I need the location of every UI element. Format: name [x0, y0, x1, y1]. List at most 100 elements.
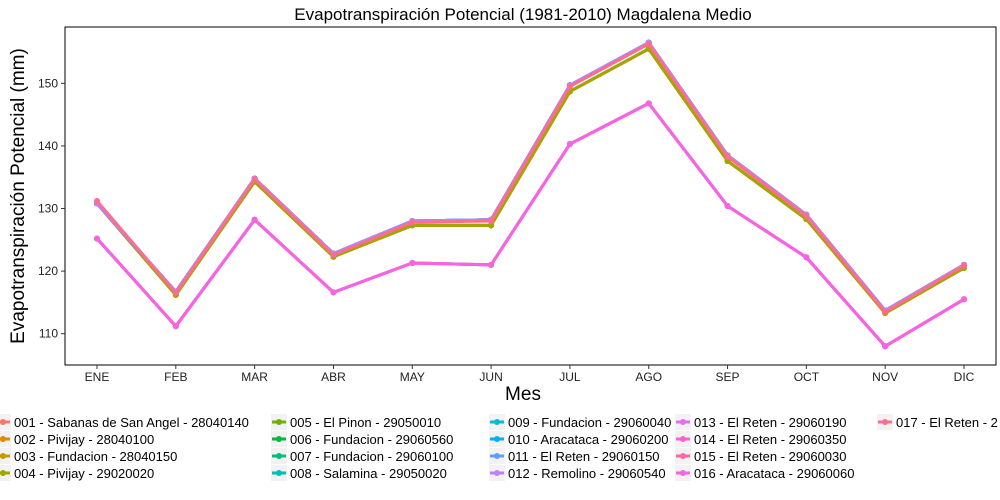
legend-item: 013 - El Reten - 29060190	[675, 414, 847, 430]
legend-label: 014 - El Reten - 29060350	[694, 432, 847, 447]
legend-item: 006 - Fundacion - 29060560	[271, 431, 453, 447]
series-layer	[94, 39, 967, 350]
legend-key-point	[494, 419, 500, 425]
legend-item: 012 - Remolino - 29060540	[489, 465, 666, 481]
series-2	[94, 45, 967, 317]
series-line	[95, 47, 965, 315]
series-16	[94, 100, 967, 350]
legend-label: 005 - El Pinon - 29050010	[290, 415, 441, 430]
data-point	[251, 216, 258, 223]
legend-key-point	[680, 436, 686, 442]
legend-label: 009 - Fundacion - 29060040	[508, 415, 671, 430]
legend-item: 008 - Salamina - 29050020	[271, 465, 447, 481]
data-point	[803, 213, 810, 220]
legend-label: 008 - Salamina - 29050020	[290, 466, 447, 481]
legend-label: 011 - El Reten - 29060150	[508, 449, 660, 464]
data-point	[172, 290, 179, 297]
series-line	[95, 41, 965, 313]
series-line	[95, 41, 965, 313]
legend-key-point	[680, 419, 686, 425]
data-point	[409, 259, 416, 266]
legend-item: 016 - Aracataca - 29060060	[675, 465, 854, 481]
legend-key-point	[276, 453, 282, 459]
x-axis-title: Mes	[505, 384, 541, 405]
series-line	[95, 41, 965, 313]
legend: 001 - Sabanas de San Angel - 28040140 002…	[0, 414, 998, 481]
y-tick-label: 110	[39, 327, 58, 341]
x-axis: ENE FEB MAR ABR MAY JUN JUL AGO SEP OCT NOV DIC	[85, 365, 975, 384]
legend-key-point	[276, 470, 282, 476]
series-10	[94, 39, 967, 314]
data-point	[94, 198, 100, 205]
x-tick-label: JUL	[559, 370, 581, 384]
legend-item: 001 - Sabanas de San Angel - 28040140	[0, 414, 249, 430]
legend-item: 010 - Aracataca - 29060200	[489, 431, 668, 447]
series-line	[95, 41, 965, 313]
legend-item: 014 - El Reten - 29060350	[675, 431, 847, 447]
series-1	[94, 45, 967, 317]
x-tick-label: OCT	[794, 370, 820, 384]
legend-key-point	[680, 453, 686, 459]
series-8	[94, 39, 967, 314]
series-line	[95, 47, 965, 315]
data-point	[566, 83, 573, 90]
x-tick-label: JUN	[479, 370, 502, 384]
legend-key-point	[276, 436, 282, 442]
legend-key-point	[882, 419, 888, 425]
series-5	[94, 39, 967, 314]
legend-key-point	[494, 436, 500, 442]
series-4	[94, 45, 967, 317]
x-tick-label: MAR	[241, 370, 268, 384]
data-point	[961, 296, 967, 303]
x-tick-label: SEP	[716, 370, 740, 384]
legend-label: 010 - Aracataca - 29060200	[508, 432, 668, 447]
y-axis-title: Evapotranspiración Potencial (mm)	[8, 48, 29, 344]
series-9	[94, 39, 967, 314]
y-tick-label: 130	[38, 202, 58, 216]
legend-item: 003 - Fundacion - 28040150	[0, 448, 177, 464]
legend-label: 013 - El Reten - 29060190	[694, 415, 847, 430]
x-tick-label: ABR	[321, 370, 346, 384]
data-point	[566, 141, 573, 148]
legend-label: 002 - Pivijay - 28040100	[14, 432, 154, 447]
legend-key-point	[276, 419, 282, 425]
data-point	[724, 203, 731, 210]
legend-key-point	[494, 470, 500, 476]
legend-label: 017 - El Reten - 2	[896, 415, 998, 430]
legend-key-point	[494, 453, 500, 459]
data-point	[488, 261, 495, 268]
data-point	[251, 176, 258, 183]
series-line	[95, 41, 965, 313]
series-line	[95, 101, 965, 348]
series-17	[94, 40, 967, 315]
x-tick-label: DIC	[954, 370, 975, 384]
series-line	[95, 101, 965, 348]
legend-key-point	[0, 470, 6, 476]
chart-title: Evapotranspiración Potencial (1981-2010)…	[294, 5, 751, 24]
legend-item: 002 - Pivijay - 28040100	[0, 431, 154, 447]
x-tick-label: FEB	[164, 370, 187, 384]
data-point	[330, 289, 337, 296]
legend-label: 015 - El Reten - 29060030	[694, 449, 847, 464]
series-line	[95, 41, 965, 313]
legend-key-point	[0, 453, 6, 459]
legend-item: 011 - El Reten - 29060150	[489, 448, 660, 464]
legend-item: 004 - Pivijay - 29020020	[0, 465, 154, 481]
data-point	[488, 222, 495, 229]
data-point	[645, 100, 652, 107]
series-12	[94, 39, 967, 314]
legend-key-point	[0, 436, 6, 442]
legend-key-point	[680, 470, 686, 476]
legend-label: 006 - Fundacion - 29060560	[290, 432, 453, 447]
x-tick-label: ENE	[85, 370, 110, 384]
data-point	[882, 343, 889, 350]
legend-label: 001 - Sabanas de San Angel - 28040140	[14, 415, 249, 430]
series-line	[95, 101, 965, 348]
series-11	[94, 39, 967, 314]
legend-item: 005 - El Pinon - 29050010	[271, 414, 441, 430]
legend-label: 016 - Aracataca - 29060060	[694, 466, 854, 481]
legend-label: 007 - Fundacion - 29060100	[290, 449, 453, 464]
legend-item: 015 - El Reten - 29060030	[675, 448, 847, 464]
plot-border	[64, 26, 997, 366]
